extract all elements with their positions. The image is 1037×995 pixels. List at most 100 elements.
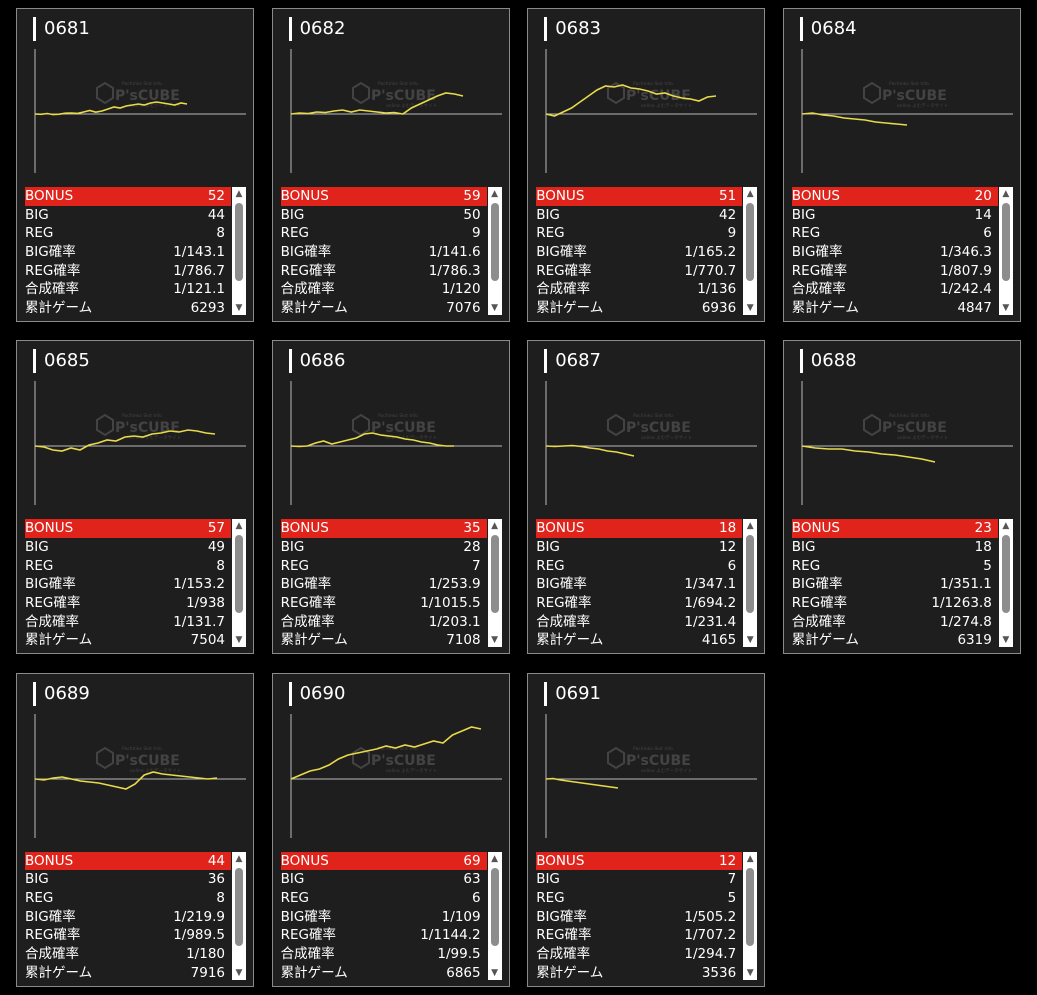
- svg-text:Pachinko Slot Info: Pachinko Slot Info: [889, 413, 929, 419]
- slump-graph: P'sCUBE Pachinko Slot Info online よむデータサイト: [25, 45, 247, 173]
- big-value: 7: [727, 871, 737, 888]
- stats-scrollbar[interactable]: ▲ ▼: [743, 851, 758, 980]
- scrollbar-thumb[interactable]: [490, 867, 499, 946]
- machine-number[interactable]: 0690: [288, 681, 345, 706]
- reg-rate-row: REG確率 1/707.2: [536, 926, 742, 945]
- big-rate-label: BIG確率: [25, 908, 76, 925]
- combined-rate-value: 1/121.1: [173, 281, 225, 298]
- combined-rate-label: 合成確率: [25, 613, 79, 630]
- machine-number[interactable]: 0684: [799, 17, 857, 41]
- triangle-up-icon[interactable]: ▲: [1002, 521, 1010, 532]
- triangle-down-icon[interactable]: ▼: [491, 967, 499, 978]
- machine-card-0691[interactable]: 0691 P'sCUBE Pachinko Slot Info online よむデ…: [527, 672, 766, 987]
- scrollbar-thumb[interactable]: [235, 535, 243, 614]
- machine-card-0682[interactable]: 0682 P'sCUBE Pachinko Slot Info online よむデ…: [271, 8, 510, 322]
- triangle-up-icon[interactable]: ▲: [746, 521, 754, 532]
- stats-scrollbar[interactable]: ▲ ▼: [232, 187, 246, 315]
- scrollbar-thumb[interactable]: [746, 867, 755, 946]
- triangle-down-icon[interactable]: ▼: [235, 967, 243, 978]
- svg-text:P'sCUBE: P'sCUBE: [626, 420, 691, 436]
- machine-number[interactable]: 0685: [33, 349, 90, 374]
- machine-card-0685[interactable]: 0685 P'sCUBE Pachinko Slot Info online よむデ…: [16, 340, 254, 655]
- machine-number[interactable]: 0691: [544, 681, 601, 706]
- slump-graph: P'sCUBE Pachinko Slot Info online よむデータサイト: [281, 377, 503, 506]
- scrollbar-thumb[interactable]: [235, 203, 243, 281]
- big-rate-value: 1/505.2: [684, 908, 737, 925]
- machine-card-0687[interactable]: 0687 P'sCUBE Pachinko Slot Info online よむデ…: [527, 340, 766, 655]
- scrollbar-thumb[interactable]: [746, 203, 755, 281]
- scrollbar-thumb[interactable]: [490, 535, 499, 614]
- stats-scrollbar[interactable]: ▲ ▼: [487, 187, 502, 315]
- scrollbar-thumb[interactable]: [235, 867, 243, 946]
- machine-card-0684[interactable]: 0684 P'sCUBE Pachinko Slot Info online よむデ…: [782, 8, 1021, 322]
- stats-scrollbar[interactable]: ▲ ▼: [998, 187, 1013, 315]
- scrollbar-thumb[interactable]: [1001, 203, 1010, 281]
- total-games-value: 7504: [190, 632, 225, 649]
- machine-card-0688[interactable]: 0688 P'sCUBE Pachinko Slot Info online よむデ…: [782, 340, 1021, 655]
- machine-number[interactable]: 0681: [33, 17, 90, 41]
- triangle-up-icon[interactable]: ▲: [491, 521, 499, 532]
- stats-scrollbar[interactable]: ▲ ▼: [487, 851, 502, 980]
- scrollbar-thumb[interactable]: [490, 203, 499, 281]
- stats-scrollbar[interactable]: ▲ ▼: [232, 851, 246, 980]
- machine-number[interactable]: 0689: [33, 681, 90, 706]
- machine-number[interactable]: 0687: [544, 349, 601, 374]
- stats-table: BONUS 12 BIG 7 REG 5 BIG確率 1/505.2 REG確率…: [536, 851, 743, 983]
- bonus-label: BONUS: [280, 520, 329, 537]
- triangle-up-icon[interactable]: ▲: [746, 189, 754, 199]
- triangle-down-icon[interactable]: ▼: [746, 967, 754, 978]
- svg-text:online よむデータサイト: online よむデータサイト: [897, 434, 948, 441]
- triangle-up-icon[interactable]: ▲: [491, 189, 499, 199]
- big-rate-row: BIG確率 1/141.6: [281, 243, 487, 262]
- stats-scrollbar[interactable]: ▲ ▼: [487, 519, 502, 648]
- combined-rate-value: 1/136: [697, 281, 737, 298]
- triangle-up-icon[interactable]: ▲: [491, 853, 499, 864]
- machine-card-0689[interactable]: 0689 P'sCUBE Pachinko Slot Info online よむデ…: [16, 672, 254, 987]
- triangle-up-icon[interactable]: ▲: [746, 853, 754, 864]
- machine-card-0683[interactable]: 0683 P'sCUBE Pachinko Slot Info online よむデ…: [527, 8, 766, 322]
- bonus-label: BONUS: [791, 520, 840, 537]
- scrollbar-thumb[interactable]: [746, 535, 755, 614]
- machine-number[interactable]: 0688: [799, 349, 857, 374]
- triangle-down-icon[interactable]: ▼: [746, 303, 754, 313]
- triangle-up-icon[interactable]: ▲: [235, 521, 243, 532]
- big-rate-label: BIG確率: [536, 576, 587, 593]
- scrollbar-thumb[interactable]: [1001, 535, 1010, 614]
- machine-card-0690[interactable]: 0690 P'sCUBE Pachinko Slot Info online よむデ…: [271, 672, 510, 987]
- combined-rate-row: 合成確率 1/294.7: [536, 945, 742, 964]
- stats-scrollbar[interactable]: ▲ ▼: [998, 519, 1013, 648]
- reg-rate-row: REG確率 1/770.7: [536, 262, 742, 281]
- reg-rate-row: REG確率 1/807.9: [792, 262, 998, 281]
- machine-number[interactable]: 0686: [288, 349, 345, 374]
- stats-scrollbar[interactable]: ▲ ▼: [232, 519, 246, 648]
- triangle-down-icon[interactable]: ▼: [235, 303, 243, 313]
- total-games-label: 累計ゲーム: [280, 300, 348, 317]
- reg-label: REG: [536, 557, 565, 574]
- slump-graph: P'sCUBE Pachinko Slot Info online よむデータサイト: [536, 377, 758, 506]
- triangle-down-icon[interactable]: ▼: [235, 635, 243, 646]
- bonus-row: BONUS 20: [791, 187, 998, 206]
- slump-line: [801, 445, 935, 464]
- total-games-value: 4165: [701, 632, 737, 649]
- machine-number[interactable]: 0682: [288, 17, 345, 41]
- triangle-down-icon[interactable]: ▼: [491, 635, 499, 646]
- machine-card-0681[interactable]: 0681 P'sCUBE Pachinko Slot Info online よむデ…: [16, 8, 254, 322]
- triangle-down-icon[interactable]: ▼: [1002, 303, 1010, 313]
- stats-scrollbar[interactable]: ▲ ▼: [743, 187, 758, 315]
- triangle-up-icon[interactable]: ▲: [1002, 189, 1010, 199]
- triangle-up-icon[interactable]: ▲: [235, 189, 243, 199]
- triangle-down-icon[interactable]: ▼: [746, 635, 754, 646]
- triangle-up-icon[interactable]: ▲: [235, 853, 243, 864]
- machine-number[interactable]: 0683: [544, 17, 601, 41]
- stats-scrollbar[interactable]: ▲ ▼: [743, 519, 758, 648]
- triangle-down-icon[interactable]: ▼: [1002, 635, 1010, 646]
- triangle-down-icon[interactable]: ▼: [491, 303, 499, 313]
- machine-card-0686[interactable]: 0686 P'sCUBE Pachinko Slot Info online よむデ…: [271, 340, 510, 655]
- combined-rate-value: 1/180: [186, 946, 225, 963]
- combined-rate-label: 合成確率: [536, 613, 591, 630]
- svg-text:P'sCUBE: P'sCUBE: [371, 753, 436, 769]
- big-rate-value: 1/143.1: [173, 244, 225, 261]
